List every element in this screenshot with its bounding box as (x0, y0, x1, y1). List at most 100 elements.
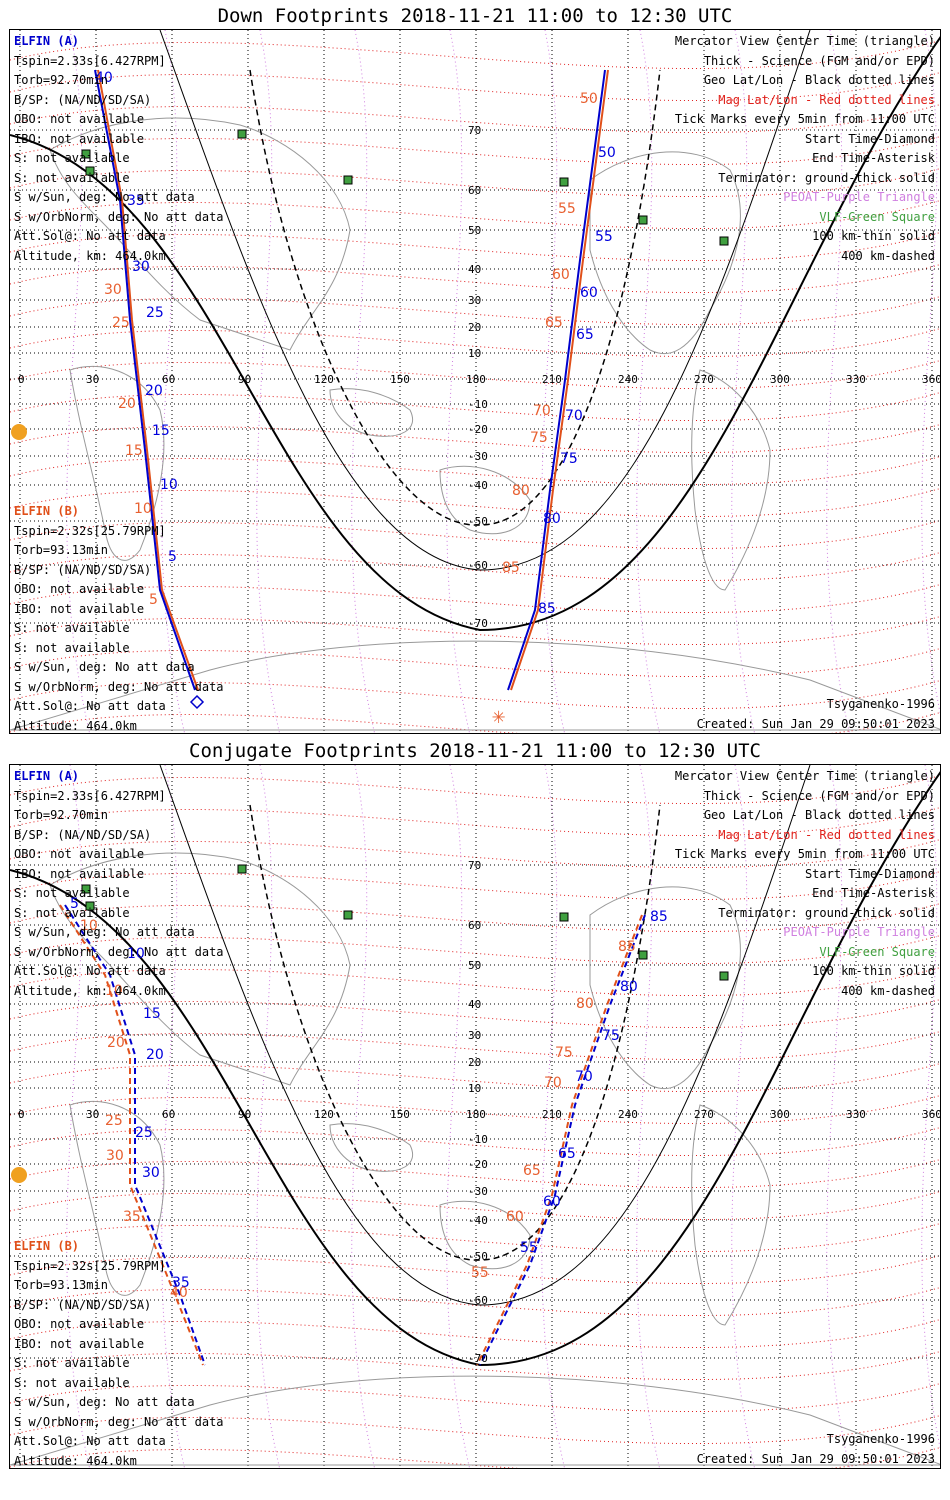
vlf-square (85, 166, 95, 176)
lon-label: 90 (238, 373, 251, 386)
landmass (329, 388, 413, 437)
mag-lat-line (10, 584, 940, 613)
mag-lat-line (10, 680, 940, 709)
elfin-a-line: B/SP: (NA/ND/SD/SA) (14, 92, 152, 107)
lon-label: 210 (542, 373, 562, 386)
elfin-a-line: Att.Sol@: No att data (14, 964, 166, 978)
elfin-b-tick-label: 30 (104, 282, 122, 298)
sun-icon (11, 424, 27, 440)
elfin-b-tick-label: 60 (552, 267, 570, 283)
map-panel-conjugate: 0 30 60 90 120 150 180 210 240 270 300 330 360 70 60 50… (9, 764, 941, 1469)
legend-entry: Mercator View Center Time (triangle) (674, 769, 935, 783)
legend: Mercator View Center Time (triangle) Thic… (675, 767, 935, 1001)
elfin-b-tick-label: 15 (125, 443, 143, 459)
elfin-b-tick-label: 35 (123, 1209, 141, 1225)
lon-label: 210 (542, 1108, 562, 1121)
elfin-b-tick-label: 25 (112, 315, 130, 331)
lat-label: 20 (468, 1056, 481, 1069)
elfin-a-line: Tspin=2.33s[6.427RPM] (14, 53, 166, 68)
lon-label: 240 (618, 373, 638, 386)
elfin-b-tick-label: 50 (580, 91, 598, 107)
mag-lon-line (351, 30, 376, 733)
lat-label: -10 (468, 1133, 488, 1146)
mag-lat-line (10, 1159, 940, 1188)
elfin-b-line: Att.Sol@: No att data (14, 699, 166, 713)
vlf-square (237, 864, 247, 874)
lon-label: 300 (770, 373, 790, 386)
elfin-a-tick-label: 60 (580, 285, 598, 301)
elfin-a-tick-label: 20 (146, 1047, 164, 1063)
elfin-b-tick-label: 20 (118, 396, 136, 412)
elfin-a-line: S w/Sun, deg: No att data (14, 925, 195, 939)
vlf-square (559, 177, 569, 187)
mag-lon-line (826, 765, 851, 1468)
mag-lon-line (541, 30, 566, 733)
vlf-stations (81, 864, 729, 981)
mag-lat-line (10, 807, 940, 836)
vlf-square (85, 901, 95, 911)
legend-entry: PEOAT-Purple Triangle (783, 925, 935, 939)
elfin-b-line: Altitude: 464.0km (14, 1453, 137, 1468)
elfin-a-tick-label: 85 (650, 909, 668, 925)
end-asterisk-icon: ✳ (492, 704, 505, 729)
mag-lat-line (10, 616, 940, 645)
lat-label: 50 (468, 224, 481, 237)
legend-entry: Mag Lat/Lon - Red dotted lines (718, 92, 935, 107)
lon-label: 150 (390, 1108, 410, 1121)
elfin-a-line: S w/Sun, deg: No att data (14, 190, 195, 204)
mag-grid (10, 30, 940, 733)
elfin-b-line: IBO: not available (14, 601, 145, 616)
elfin-b-tick-label: 70 (544, 1075, 562, 1091)
lon-label: 300 (770, 1108, 790, 1121)
elfin-b-tick-label: 75 (530, 430, 548, 446)
lon-label: 270 (694, 1108, 714, 1121)
lat-label: -60 (468, 1294, 488, 1307)
mag-lon-line (256, 30, 281, 733)
mag-lat-line (10, 1191, 940, 1220)
legend-entry: Mercator View Center Time (triangle) (674, 34, 935, 48)
elfin-b-tick-label: 60 (506, 1209, 524, 1225)
legend: Mercator View Center Time (triangle) Thic… (675, 32, 935, 266)
elfin-a-line: Torb=92.70min (14, 808, 108, 822)
mag-lat-line (10, 136, 940, 165)
elfin-a-line: Att.Sol@: No att data (14, 229, 166, 243)
elfin-b-line: Att.Sol@: No att data (14, 1434, 166, 1448)
elfin-a-tick-label: 10 (127, 946, 145, 962)
legend-entry: PEOAT-Purple Triangle (783, 190, 935, 204)
mag-lat-line (10, 520, 940, 549)
lon-label: 60 (162, 373, 175, 386)
lat-label: -10 (468, 398, 488, 411)
elfin-b-tick-label: 55 (471, 1265, 489, 1281)
model-label: Tsyganenko-1996 Created: Sun Jan 29 09:5… (697, 695, 935, 733)
mag-lon-line (921, 30, 940, 715)
elfin-a-track (64, 904, 206, 1366)
lon-label: 30 (86, 1108, 99, 1121)
elfin-a-tick-label: 65 (576, 327, 594, 343)
mag-lat-line (10, 839, 940, 868)
lon-label: 0 (18, 373, 25, 386)
elfin-b-track (97, 69, 199, 691)
mag-lat-line (10, 104, 940, 133)
mag-lon-line (351, 765, 376, 1468)
elfin-b-tick-label: 5 (149, 592, 158, 608)
elfin-b-tick-label: 75 (555, 1045, 573, 1061)
elfin-a-line: Altitude, km: 464.0km (14, 248, 166, 263)
elfin-b-tick-label: 85 (502, 560, 520, 576)
elfin-a-line: IBO: not available (14, 866, 145, 881)
mag-lat-line (10, 1095, 940, 1124)
legend-entry: Mag Lat/Lon - Red dotted lines (718, 827, 935, 842)
landmass (10, 640, 940, 731)
elfin-b-tick-label: 10 (105, 983, 123, 999)
elfin-b-tick-label: 10 (80, 918, 98, 934)
elfin-a-track (94, 69, 196, 691)
legend-entry: 100 km-thin solid (812, 229, 935, 243)
vlf-square (559, 912, 569, 922)
model-name: Tsyganenko-1996 (826, 697, 935, 711)
panel-title-down: Down Footprints 2018-11-21 11:00 to 12:3… (217, 5, 733, 27)
satellite-tracks (94, 69, 609, 691)
lat-label: -30 (468, 1185, 488, 1198)
elfin-b-line: S: not available (14, 1356, 130, 1370)
elfin-a-track (507, 69, 606, 691)
geo-grid (10, 765, 940, 1468)
model-label: Tsyganenko-1996 Created: Sun Jan 29 09:5… (697, 1430, 935, 1468)
